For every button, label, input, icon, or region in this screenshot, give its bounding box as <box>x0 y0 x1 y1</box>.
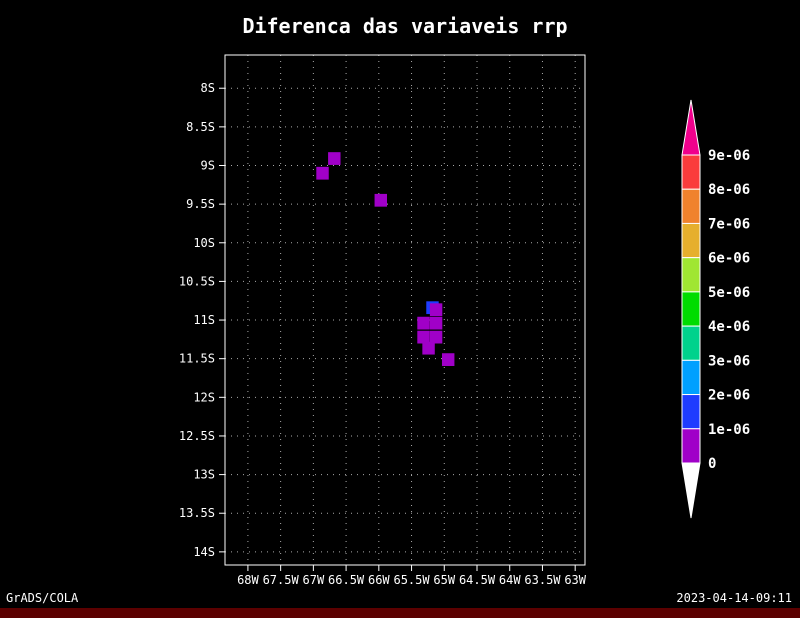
data-cell <box>417 330 430 344</box>
plot-frame <box>224 54 586 566</box>
colorbar-tick-label: 4e-06 <box>708 319 750 335</box>
y-tick-label: 12.5S <box>179 429 215 443</box>
x-tick-label: 66W <box>368 573 390 587</box>
data-cell <box>429 330 443 344</box>
data-cell <box>422 341 435 355</box>
colorbar-segment <box>681 394 701 430</box>
x-tick-label: 67.5W <box>263 573 300 587</box>
y-tick-label: 11S <box>193 313 215 327</box>
chart-title: Diferenca das variaveis rrp <box>242 14 568 38</box>
data-cell <box>374 193 387 207</box>
colorbar-segment <box>681 188 701 224</box>
colorbar-segment <box>681 428 701 464</box>
x-tick-label: 64.5W <box>459 573 496 587</box>
y-tick-label: 9.5S <box>186 197 215 211</box>
y-tick-label: 12S <box>193 390 215 404</box>
y-tick-label: 10S <box>193 236 215 250</box>
colorbar-arrow-down <box>681 462 701 519</box>
colorbar-segment <box>681 291 701 327</box>
data-cell <box>429 303 443 317</box>
data-cell <box>316 166 329 180</box>
colorbar-tick-label: 5e-06 <box>708 285 750 301</box>
colorbar-segment <box>681 257 701 293</box>
colorbar-segment <box>681 325 701 361</box>
colorbar-tick-label: 9e-06 <box>708 148 750 164</box>
y-tick-label: 9S <box>201 159 215 173</box>
colorbar-tick-label: 0 <box>708 456 716 472</box>
colorbar-tick-label: 8e-06 <box>708 182 750 198</box>
x-tick-label: 68W <box>237 573 259 587</box>
colorbar-segment <box>681 154 701 190</box>
colorbar-tick-label: 2e-06 <box>708 388 750 404</box>
y-tick-label: 13.5S <box>179 506 215 520</box>
colorbar-segment <box>681 222 701 259</box>
x-tick-label: 66.5W <box>328 573 365 587</box>
y-tick-label: 13S <box>193 468 215 482</box>
y-tick-label: 14S <box>193 545 215 559</box>
data-cell <box>328 152 341 165</box>
y-tick-label: 8.5S <box>186 120 215 134</box>
x-tick-label: 67W <box>303 573 325 587</box>
x-tick-label: 63W <box>564 573 586 587</box>
data-cell <box>441 353 455 366</box>
colorbar-tick-label: 6e-06 <box>708 251 750 267</box>
colorbar-segment <box>681 359 701 396</box>
x-tick-label: 65W <box>433 573 455 587</box>
y-tick-label: 8S <box>201 81 215 95</box>
footer-bar <box>0 608 800 618</box>
data-cell <box>417 316 430 330</box>
timestamp: 2023-04-14-09:11 <box>676 591 792 605</box>
y-tick-label: 10.5S <box>179 274 215 288</box>
y-tick-label: 11.5S <box>179 352 215 366</box>
x-tick-label: 64W <box>499 573 521 587</box>
colorbar-tick-label: 3e-06 <box>708 353 750 369</box>
colorbar-arrow-up <box>681 99 701 156</box>
colorbar-tick-label: 1e-06 <box>708 422 750 438</box>
colorbar-tick-label: 7e-06 <box>708 216 750 232</box>
grads-credit: GrADS/COLA <box>6 591 79 605</box>
x-tick-label: 63.5W <box>524 573 561 587</box>
data-cell <box>429 316 443 330</box>
x-tick-label: 65.5W <box>393 573 430 587</box>
